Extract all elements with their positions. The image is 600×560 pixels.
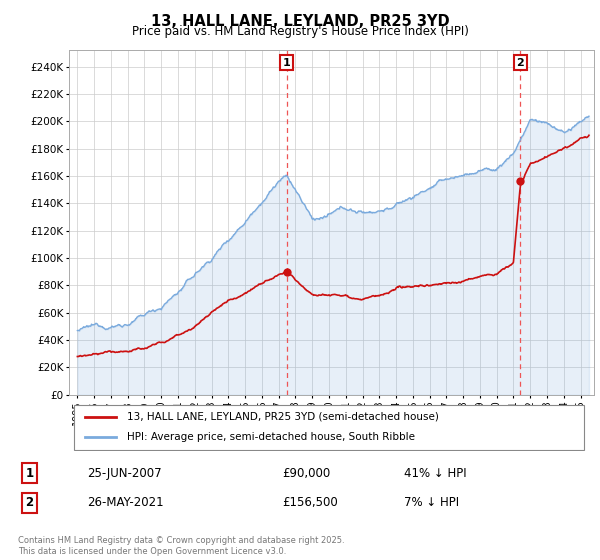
- FancyBboxPatch shape: [74, 405, 583, 450]
- Text: 13, HALL LANE, LEYLAND, PR25 3YD (semi-detached house): 13, HALL LANE, LEYLAND, PR25 3YD (semi-d…: [127, 412, 439, 422]
- Text: Price paid vs. HM Land Registry's House Price Index (HPI): Price paid vs. HM Land Registry's House …: [131, 25, 469, 38]
- Text: 41% ↓ HPI: 41% ↓ HPI: [404, 467, 466, 480]
- Text: 2: 2: [517, 58, 524, 68]
- Text: 1: 1: [283, 58, 290, 68]
- Text: 25-JUN-2007: 25-JUN-2007: [87, 467, 161, 480]
- Text: Contains HM Land Registry data © Crown copyright and database right 2025.
This d: Contains HM Land Registry data © Crown c…: [18, 536, 344, 556]
- Text: 7% ↓ HPI: 7% ↓ HPI: [404, 497, 459, 510]
- Text: 1: 1: [25, 467, 34, 480]
- Text: HPI: Average price, semi-detached house, South Ribble: HPI: Average price, semi-detached house,…: [127, 432, 415, 442]
- Text: 13, HALL LANE, LEYLAND, PR25 3YD: 13, HALL LANE, LEYLAND, PR25 3YD: [151, 14, 449, 29]
- Text: £90,000: £90,000: [283, 467, 331, 480]
- Text: £156,500: £156,500: [283, 497, 338, 510]
- Text: 26-MAY-2021: 26-MAY-2021: [87, 497, 164, 510]
- Text: 2: 2: [25, 497, 34, 510]
